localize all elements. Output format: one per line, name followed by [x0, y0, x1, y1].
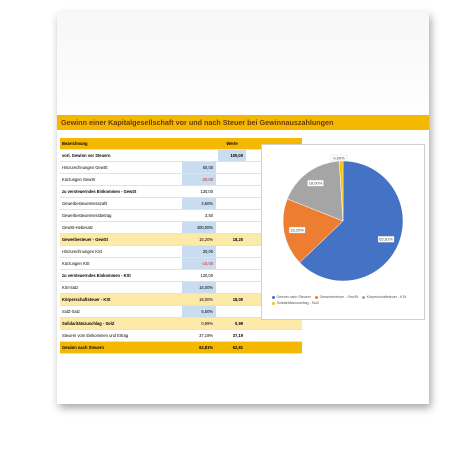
legend-label: Solidaritätszuschlag - SolZ — [276, 301, 320, 305]
table-row: Gewerbesteuermessbetrag 3,50 — [60, 210, 302, 222]
legend-swatch — [315, 295, 319, 299]
table-row: Kürzungen KSt -10,00 — [60, 258, 302, 270]
table-row: Hinzurechnungen GewSt 50,00 — [60, 162, 302, 174]
row-value[interactable]: -20,00 — [182, 174, 216, 185]
row-value: 15,20% — [199, 237, 213, 242]
row-value[interactable]: 400,00% — [182, 222, 216, 233]
row-value: 62,81% — [199, 345, 213, 350]
legend-label: Gewinn nach Steuern — [276, 295, 312, 299]
pie-data-label: 18,00% — [307, 179, 324, 187]
row-value: 0,99% — [201, 321, 213, 326]
row-value: 130,00 — [200, 189, 213, 194]
row-label: Kürzungen GewSt — [62, 177, 96, 182]
row-value[interactable]: 3,50% — [182, 198, 216, 209]
row-label: KSt-Satz — [62, 285, 79, 290]
row-value[interactable]: 15,00% — [182, 282, 216, 293]
row-value[interactable]: 5,50% — [182, 306, 216, 317]
legend-entry: Gewinn nach Steuern — [272, 294, 311, 300]
row-value: 3,50 — [205, 213, 213, 218]
table-row: KSt-Satz 15,00% — [60, 282, 302, 294]
row-result: 0,99 — [235, 321, 243, 326]
row-label: Hinzurechnungen GewSt — [62, 165, 108, 170]
pie-slice — [282, 198, 344, 263]
row-label: zu versteuerndes Einkommen - GewSt — [62, 189, 137, 194]
calculation-table: Bezeichnung Werte vorl. Gewinn vor Steue… — [60, 138, 302, 354]
table-row: zu versteuerndes Einkommen - GewSt 130,00 — [60, 186, 302, 198]
table-row: Solidaritätszuschlag - SolZ 0,99% 0,99 — [60, 318, 302, 330]
pie-data-label: 0,99% — [330, 154, 348, 162]
header-value: Werte — [226, 141, 238, 146]
pie-slice — [286, 160, 344, 222]
pie-slice — [299, 160, 404, 282]
legend-swatch — [362, 295, 366, 299]
table-row: Körperschaftsteuer - KSt 18,00% 18,00 — [60, 294, 302, 306]
table-row: Gewerbesteuermesszahl 3,50% — [60, 198, 302, 210]
row-label: Gewinn nach Steuern — [62, 345, 104, 350]
row-value: 18,00% — [199, 297, 213, 302]
legend-label: Gewerbesteuer - GewSt — [319, 295, 359, 299]
pie-chart-panel: 62,81% 18,20% 18,00% 0,99% Gewinn nach Steu… — [261, 144, 425, 320]
row-label: SolZ-Satz — [62, 309, 80, 314]
row-label: Körperschaftsteuer - KSt — [62, 297, 111, 302]
row-value: 120,00 — [200, 273, 213, 278]
row-label: zu versteuerndes Einkommen - KSt — [62, 273, 131, 278]
row-result: 18,20 — [232, 237, 243, 242]
row-value[interactable]: -10,00 — [182, 258, 216, 269]
sheet-title: Gewinn einer Kapitalgesellschaft vor und… — [57, 115, 429, 130]
table-row: Gewerbesteuer - GewSt 15,20% 18,20 — [60, 234, 302, 246]
table-row: Kürzungen GewSt -20,00 — [60, 174, 302, 186]
pie-label-text: 18,00% — [309, 181, 323, 186]
row-label: Gewerbesteuer - GewSt — [62, 237, 108, 242]
row-label: Steuern vom Einkommen und Ertrag — [62, 333, 129, 338]
header-label: Bezeichnung — [62, 141, 88, 146]
table-row: zu versteuerndes Einkommen - KSt 120,00 — [60, 270, 302, 282]
legend-entry: Solidaritätszuschlag - SolZ — [272, 300, 319, 306]
pie-data-label: 18,20% — [288, 226, 306, 234]
table-row: GewSt-Hebesatz 400,00% — [60, 222, 302, 234]
legend-entry: Körperschaftsteuer - KSt — [362, 294, 406, 300]
row-label: Kürzungen KSt — [62, 261, 90, 266]
legend-entry: Gewerbesteuer - GewSt — [315, 294, 358, 300]
table-header-row: Bezeichnung Werte — [60, 138, 302, 150]
pie-data-label: 62,81% — [377, 236, 395, 243]
legend-swatch — [272, 295, 275, 299]
row-label: Solidaritätszuschlag - SolZ — [62, 321, 115, 326]
table-row: SolZ-Satz 5,50% — [60, 306, 302, 318]
legend-swatch — [272, 301, 275, 305]
pie-label-text: 62,81% — [379, 237, 393, 242]
row-value[interactable]: 50,00 — [182, 162, 216, 173]
row-result: 62,81 — [232, 345, 243, 350]
pie-chart: 62,81% 18,20% 18,00% 0,99% — [282, 154, 404, 282]
row-value: 37,19% — [199, 333, 213, 338]
pie-label-text: 0,99% — [333, 155, 345, 160]
row-result: 18,00 — [232, 297, 243, 302]
legend-label: Körperschaftsteuer - KSt — [366, 295, 406, 299]
row-label: Gewerbesteuermessbetrag — [62, 213, 112, 218]
row-label: GewSt-Hebesatz — [62, 225, 93, 230]
row-value[interactable]: 30,00 — [182, 246, 216, 257]
row-value — [182, 150, 216, 161]
row-label: Hinzurechnungen KSt — [62, 249, 102, 254]
row-result[interactable]: 100,00 — [218, 150, 246, 161]
table-row: Gewinn nach Steuern 62,81% 62,81 — [60, 342, 302, 354]
table-row: Hinzurechnungen KSt 30,00 — [60, 246, 302, 258]
spreadsheet-page: Gewinn einer Kapitalgesellschaft vor und… — [57, 12, 429, 404]
row-label: Gewerbesteuermesszahl — [62, 201, 108, 206]
pie-label-text: 18,20% — [290, 227, 304, 232]
chart-legend: Gewinn nach Steuern Gewerbesteuer - GewSt… — [272, 294, 422, 306]
table-row: Steuern vom Einkommen und Ertrag 37,19% 37… — [60, 330, 302, 342]
table-row: vorl. Gewinn vor Steuern 100,00 — [60, 150, 302, 162]
row-label: vorl. Gewinn vor Steuern — [62, 153, 111, 158]
row-result: 37,19 — [232, 333, 243, 338]
